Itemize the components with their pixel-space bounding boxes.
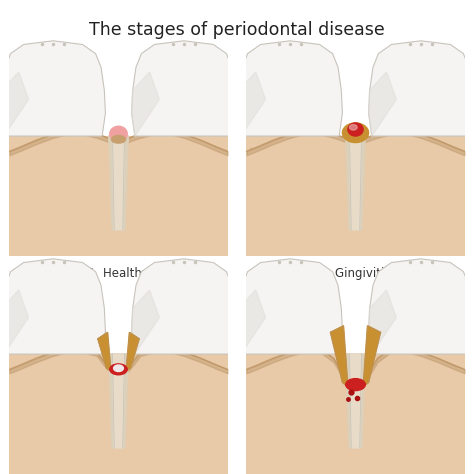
Ellipse shape xyxy=(342,123,369,143)
Polygon shape xyxy=(9,347,228,474)
Polygon shape xyxy=(1,72,28,136)
Polygon shape xyxy=(363,326,381,387)
Polygon shape xyxy=(349,136,362,230)
Polygon shape xyxy=(369,259,473,354)
Polygon shape xyxy=(9,354,228,474)
Polygon shape xyxy=(112,136,125,230)
Polygon shape xyxy=(346,136,365,230)
Polygon shape xyxy=(132,290,159,354)
Polygon shape xyxy=(109,136,128,230)
Text: The stages of periodontal disease: The stages of periodontal disease xyxy=(89,21,385,39)
Polygon shape xyxy=(330,326,348,387)
Polygon shape xyxy=(346,136,365,230)
Polygon shape xyxy=(246,347,465,474)
Polygon shape xyxy=(132,41,236,136)
Polygon shape xyxy=(1,41,105,136)
Polygon shape xyxy=(132,259,236,354)
Polygon shape xyxy=(246,136,465,256)
Polygon shape xyxy=(109,354,128,448)
Polygon shape xyxy=(1,290,28,354)
Polygon shape xyxy=(349,354,362,448)
Ellipse shape xyxy=(114,365,123,372)
Polygon shape xyxy=(246,129,465,256)
Polygon shape xyxy=(98,332,111,371)
Ellipse shape xyxy=(110,126,127,141)
Ellipse shape xyxy=(111,136,126,143)
Polygon shape xyxy=(369,72,396,136)
Polygon shape xyxy=(238,72,265,136)
Polygon shape xyxy=(126,332,139,371)
Polygon shape xyxy=(238,290,265,354)
Polygon shape xyxy=(109,354,128,448)
Polygon shape xyxy=(1,259,105,354)
Polygon shape xyxy=(238,259,342,354)
Polygon shape xyxy=(112,354,125,448)
Polygon shape xyxy=(369,41,473,136)
Polygon shape xyxy=(246,354,465,474)
Polygon shape xyxy=(109,136,128,230)
Ellipse shape xyxy=(349,125,357,130)
Ellipse shape xyxy=(346,379,365,391)
Polygon shape xyxy=(346,354,365,448)
Polygon shape xyxy=(349,136,362,230)
Text: 2. Gingivitis: 2. Gingivitis xyxy=(320,267,391,280)
Polygon shape xyxy=(112,354,125,448)
Polygon shape xyxy=(9,136,228,256)
Polygon shape xyxy=(238,41,342,136)
Polygon shape xyxy=(369,290,396,354)
Polygon shape xyxy=(9,129,228,256)
Polygon shape xyxy=(112,136,125,230)
Polygon shape xyxy=(349,354,362,448)
Polygon shape xyxy=(346,354,365,448)
Ellipse shape xyxy=(110,364,127,375)
Polygon shape xyxy=(132,72,159,136)
Ellipse shape xyxy=(348,123,363,136)
Text: 1. Healthy: 1. Healthy xyxy=(88,267,149,280)
